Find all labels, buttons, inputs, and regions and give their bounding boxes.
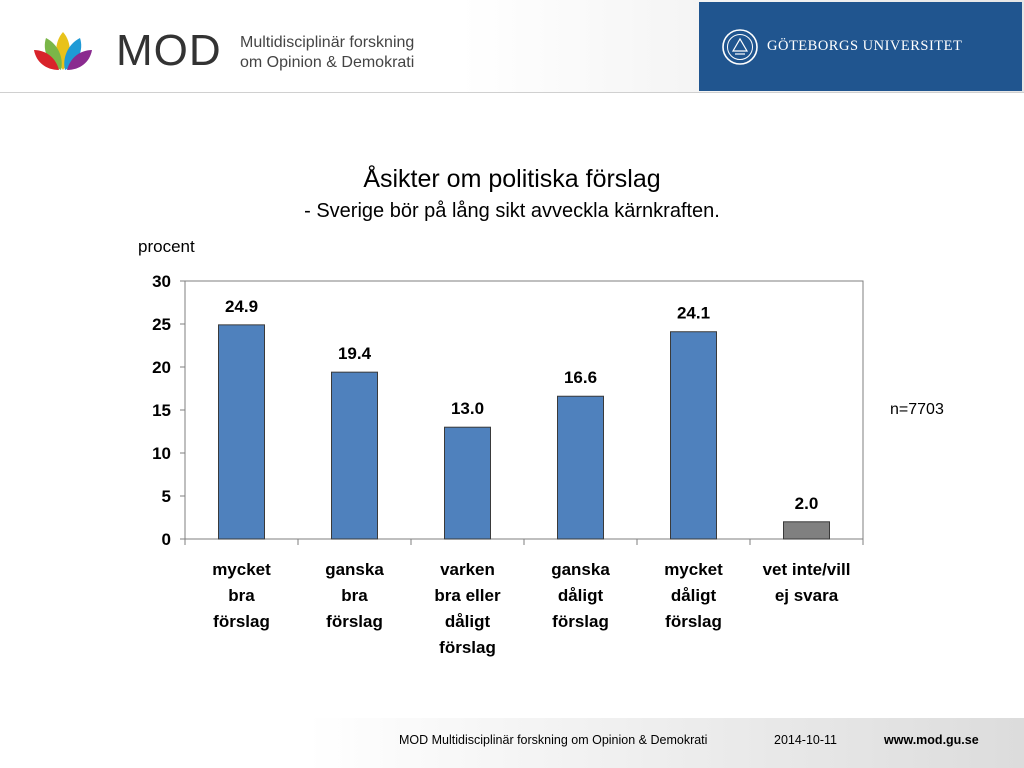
x-tick-label-line: dåligt (671, 586, 717, 605)
mod-wordmark: MOD (116, 26, 222, 75)
x-tick-label-line: förslag (552, 612, 609, 631)
university-seal-icon (722, 29, 758, 65)
y-tick-label: 25 (152, 315, 171, 334)
x-tick-label-line: varken (440, 560, 495, 579)
x-tick-label: mycket bra förslag (212, 560, 271, 631)
y-tick-label: 15 (152, 401, 171, 420)
chart-subtitle: - Sverige bör på lång sikt avveckla kärn… (304, 200, 720, 222)
x-tick-label-line: förslag (326, 612, 383, 631)
x-tick-label-line: bra (341, 586, 368, 605)
mod-subtitle-line2: om Opinion & Demokrati (240, 54, 415, 71)
y-tick-label: 10 (152, 444, 171, 463)
university-name: GÖTEBORGS UNIVERSITET (767, 38, 963, 54)
data-label: 24.9 (225, 297, 258, 316)
footer-website-link[interactable]: www.mod.gu.se (884, 733, 979, 747)
x-tick-label-line: bra eller (434, 586, 501, 605)
x-tick-label: mycket dåligt förslag (664, 560, 723, 631)
chart-title: Åsikter om politiska förslag (363, 165, 661, 193)
x-tick-label-line: vet inte/vill (763, 560, 851, 579)
x-tick-label-line: ganska (551, 560, 610, 579)
x-tick-label: vet inte/vill ej svara (763, 560, 851, 605)
x-tick-label-line: förslag (665, 612, 722, 631)
x-tick-label-line: dåligt (558, 586, 604, 605)
footer-bar (0, 718, 1024, 768)
mod-subtitle: Multidisciplinär forskning om Opinion & … (240, 33, 480, 73)
x-tick-label-line: ej svara (775, 586, 839, 605)
bar (218, 324, 265, 540)
data-label: 13.0 (451, 399, 484, 418)
x-tick-label-line: mycket (664, 560, 723, 579)
x-tick-label-line: förslag (439, 638, 496, 657)
footer-date: 2014-10-11 (774, 733, 838, 747)
data-label: 2.0 (795, 494, 819, 513)
bar (783, 521, 830, 540)
sample-size-note: n=7703 (890, 401, 944, 418)
data-label: 16.6 (564, 368, 597, 387)
x-tick-label-line: bra (228, 586, 255, 605)
x-tick-label-line: ganska (325, 560, 384, 579)
bar (557, 395, 604, 540)
x-tick-label-line: mycket (212, 560, 271, 579)
university-banner: GÖTEBORGS UNIVERSITET (699, 2, 1022, 91)
y-axis-label: procent (138, 237, 195, 256)
y-tick-label: 0 (162, 530, 171, 549)
plot-area-frame (184, 280, 864, 540)
y-tick-label: 30 (152, 272, 171, 291)
x-tick-label: ganska bra förslag (325, 560, 384, 631)
y-tick-label: 20 (152, 358, 171, 377)
data-label: 24.1 (677, 304, 710, 323)
x-tick-label-line: dåligt (445, 612, 491, 631)
y-tick-label: 5 (162, 487, 171, 506)
data-label: 19.4 (338, 344, 372, 363)
bar (444, 426, 491, 540)
mod-flower-logo-icon (34, 32, 92, 70)
bar (331, 371, 378, 540)
mod-subtitle-line1: Multidisciplinär forskning (240, 34, 415, 51)
x-tick-label-line: förslag (213, 612, 270, 631)
x-tick-label: ganska dåligt förslag (551, 560, 610, 631)
bar (670, 331, 717, 540)
x-tick-label: varken bra eller dåligt förslag (434, 560, 501, 657)
header-banner: MOD Multidisciplinär forskning om Opinio… (0, 0, 1024, 93)
footer-organization: MOD Multidisciplinär forskning om Opinio… (399, 733, 708, 747)
